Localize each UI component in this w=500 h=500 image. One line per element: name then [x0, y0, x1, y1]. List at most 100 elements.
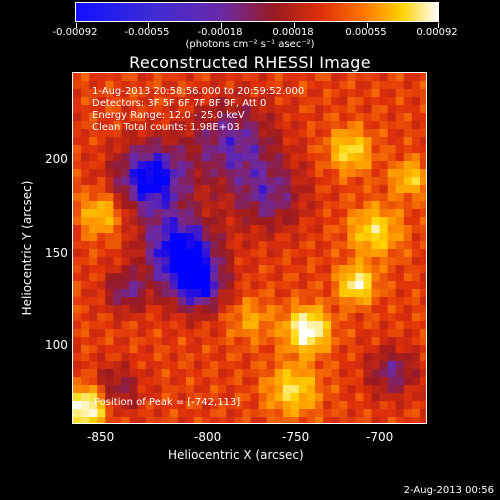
heatmap-cell [323, 193, 332, 202]
heatmap-cell [355, 193, 365, 202]
heatmap-cell [89, 233, 98, 242]
heatmap-cell [315, 225, 324, 234]
heatmap-cell [242, 265, 252, 274]
heatmap-cell [306, 129, 316, 138]
heatmap-cell [169, 129, 179, 138]
heatmap-cell [363, 305, 373, 314]
heatmap-cell [218, 73, 227, 82]
heatmap-cell [226, 297, 235, 306]
heatmap-cell [81, 337, 90, 346]
heatmap-cell [113, 273, 123, 282]
heatmap-cell [194, 193, 203, 202]
heatmap-cell [202, 97, 211, 106]
heatmap-cell [89, 145, 98, 154]
heatmap-cell [185, 201, 195, 210]
heatmap-cell [194, 353, 203, 362]
heatmap-cell [210, 137, 219, 146]
x-tick-label: -800 [194, 430, 222, 444]
heatmap-cell [242, 97, 252, 106]
heatmap-cell [411, 113, 421, 122]
heatmap-cell [137, 265, 147, 274]
heatmap-cell [266, 153, 276, 162]
heatmap-cell [218, 409, 227, 418]
heatmap-cell [379, 241, 389, 250]
heatmap-cell [226, 193, 235, 202]
heatmap-cell [379, 161, 389, 170]
heatmap-cell [129, 225, 139, 234]
heatmap-cell [194, 305, 203, 314]
heatmap-cell [218, 129, 227, 138]
heatmap-cell [169, 281, 179, 290]
heatmap-cell [218, 417, 227, 423]
heatmap-cell [145, 305, 155, 314]
heatmap-cell [177, 337, 187, 346]
heatmap-cell [153, 273, 163, 282]
heatmap-cell [266, 161, 276, 170]
heatmap-cell [282, 265, 292, 274]
heatmap-cell [298, 169, 308, 178]
heatmap-cell [202, 321, 211, 330]
heatmap-cell [355, 153, 365, 162]
heatmap-cell [403, 313, 413, 322]
heatmap-cell [419, 385, 426, 394]
heatmap-cell [290, 145, 300, 154]
heatmap-cell [266, 321, 276, 330]
heatmap-cell [73, 121, 82, 130]
heatmap-cell [73, 385, 82, 394]
heatmap-cell [210, 169, 219, 178]
heatmap-cell [218, 89, 227, 98]
heatmap-cell [250, 377, 260, 386]
heatmap-cell [315, 81, 324, 90]
heatmap-cell [242, 113, 252, 122]
heatmap-cell [185, 297, 195, 306]
heatmap-cell [323, 129, 332, 138]
heatmap-cell [274, 417, 284, 423]
heatmap-cell [234, 305, 244, 314]
heatmap-cell [379, 193, 389, 202]
heatmap-cell [153, 137, 163, 146]
heatmap-cell [89, 177, 98, 186]
heatmap-cell [89, 249, 98, 258]
heatmap-cell [97, 113, 106, 122]
heatmap-cell [347, 201, 356, 210]
heatmap-cell [161, 265, 171, 274]
heatmap-cell [129, 297, 139, 306]
heatmap-cell [306, 153, 316, 162]
heatmap-cell [218, 185, 227, 194]
heatmap-cell [129, 321, 139, 330]
heatmap-cell [306, 137, 316, 146]
heatmap-cell [121, 353, 131, 362]
heatmap-cell [226, 209, 235, 218]
heatmap-cell [323, 185, 332, 194]
heatmap-cell [129, 393, 139, 402]
heatmap-cell [137, 393, 147, 402]
heatmap-cell [379, 273, 389, 282]
heatmap-cell [97, 297, 106, 306]
heatmap-cell [81, 89, 90, 98]
heatmap-cell [347, 289, 356, 298]
heatmap-cell [323, 313, 332, 322]
heatmap-cell [234, 193, 244, 202]
heatmap-cell [234, 209, 244, 218]
heatmap-cell [169, 345, 179, 354]
heatmap-cell [210, 185, 219, 194]
heatmap-cell [266, 97, 276, 106]
heatmap-cell [419, 113, 426, 122]
heatmap-cell [419, 321, 426, 330]
heatmap-cell [226, 161, 235, 170]
heatmap-cell [419, 185, 426, 194]
heatmap-cell [290, 377, 300, 386]
heatmap-cell [161, 73, 171, 82]
heatmap-cell [290, 369, 300, 378]
heatmap-cell [395, 185, 405, 194]
heatmap-cell [250, 289, 260, 298]
heatmap-cell [194, 97, 203, 106]
heatmap-cell [153, 201, 163, 210]
heatmap-cell [282, 89, 292, 98]
heatmap-cell [290, 297, 300, 306]
heatmap-cell [242, 313, 252, 322]
heatmap-cell [282, 417, 292, 423]
heatmap-cell [411, 129, 421, 138]
heatmap-cell [177, 385, 187, 394]
heatmap-cell [315, 289, 324, 298]
